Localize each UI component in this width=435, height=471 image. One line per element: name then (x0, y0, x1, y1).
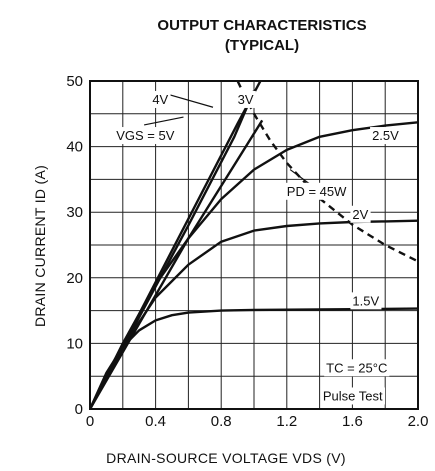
annotation-2v: 2V (352, 207, 368, 222)
annotations: 4V 3V VGS = 5V 2.5V PD = 45W 2V 1.5V TC = 25°C P… (114, 90, 402, 405)
annotation-vgs-5v: VGS = 5V (116, 128, 174, 143)
x-tick-label: 0 (86, 413, 94, 430)
plot-frame (89, 80, 419, 410)
y-tick-label: 0 (75, 401, 83, 418)
x-axis-label: DRAIN-SOURCE VOLTAGE VDS (V) (106, 450, 346, 466)
annotation-3v: 3V (238, 92, 254, 107)
chart-subtitle: (TYPICAL) (225, 37, 299, 54)
annotation-pd-45w: PD = 45W (287, 184, 347, 199)
chart-title: OUTPUT CHARACTERISTICS (157, 17, 366, 34)
annotation-pulse-test: Pulse Test (323, 388, 383, 403)
annotation-backdrop (350, 292, 382, 310)
leader-line (144, 116, 184, 126)
y-tick-label: 50 (66, 73, 83, 90)
annotation-backdrop (324, 359, 390, 377)
annotation-backdrop (350, 205, 371, 223)
y-tick-label: 40 (66, 139, 83, 156)
annotation-tc-25-c: TC = 25°C (326, 360, 387, 375)
y-tick-label: 10 (66, 335, 83, 352)
leader-line (289, 169, 311, 185)
x-tick-label: 1.6 (342, 413, 363, 430)
x-tick-label: 1.2 (276, 413, 297, 430)
annotation-backdrop (150, 90, 171, 108)
series-line-pd-45w (236, 81, 418, 263)
y-tick-label: 30 (66, 204, 83, 221)
y-axis-label: DRAIN CURRENT ID (A) (32, 165, 48, 327)
annotation-backdrop (370, 127, 402, 145)
x-tick-label: 0.8 (211, 413, 232, 430)
series-line-1-5v (90, 307, 418, 409)
series-line-2-5v (90, 121, 418, 409)
series-line-3v (90, 119, 264, 409)
annotation-backdrop (235, 90, 256, 108)
x-tick-label: 0.4 (145, 413, 166, 430)
annotation-backdrop (114, 127, 177, 145)
annotation-backdrop (284, 182, 350, 200)
annotation-1-5v: 1.5V (352, 293, 379, 308)
annotation-backdrop (320, 387, 386, 405)
y-tick-label: 20 (66, 270, 83, 287)
x-tick-label: 2.0 (408, 413, 429, 430)
annotation-4v: 4V (152, 92, 168, 107)
tick-labels: 0 0.4 0.8 1.2 1.6 2.0 0 10 20 30 40 50 (66, 73, 428, 430)
annotation-2-5v: 2.5V (372, 128, 399, 143)
